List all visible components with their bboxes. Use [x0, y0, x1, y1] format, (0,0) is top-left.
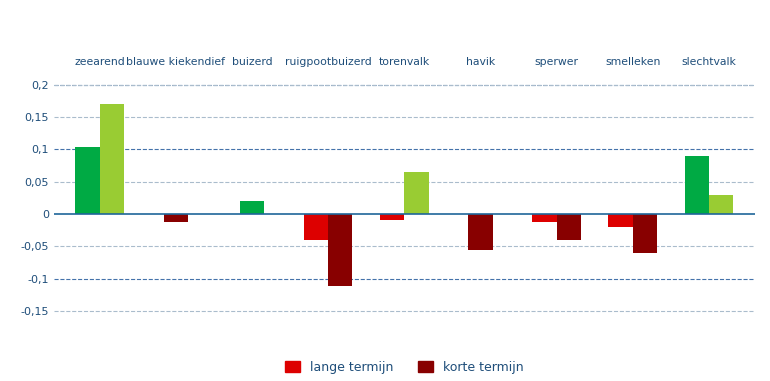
Bar	[303, 214, 328, 240]
Text: havik: havik	[466, 57, 495, 67]
Bar	[685, 156, 709, 214]
Text: sperwer: sperwer	[534, 57, 578, 67]
Bar	[328, 214, 353, 287]
Text: slechtvalk: slechtvalk	[681, 57, 736, 67]
Text: buizerd: buizerd	[232, 57, 273, 67]
Bar	[709, 195, 733, 214]
Bar	[380, 214, 404, 221]
Bar	[557, 214, 581, 240]
Bar	[239, 201, 264, 214]
Bar	[404, 172, 429, 214]
Legend: lange termijn, korte termijn: lange termijn, korte termijn	[285, 361, 524, 374]
Bar	[633, 214, 657, 253]
Text: smelleken: smelleken	[605, 57, 661, 67]
Bar	[163, 214, 188, 222]
Bar	[99, 104, 124, 214]
Bar	[532, 214, 557, 222]
Text: zeearend: zeearend	[74, 57, 125, 67]
Text: ruigpootbuizerd: ruigpootbuizerd	[285, 57, 371, 67]
Text: blauwe kiekendief: blauwe kiekendief	[126, 57, 226, 67]
Bar	[608, 214, 633, 227]
Bar	[75, 147, 99, 214]
Text: torenvalk: torenvalk	[379, 57, 430, 67]
Bar	[468, 214, 493, 250]
